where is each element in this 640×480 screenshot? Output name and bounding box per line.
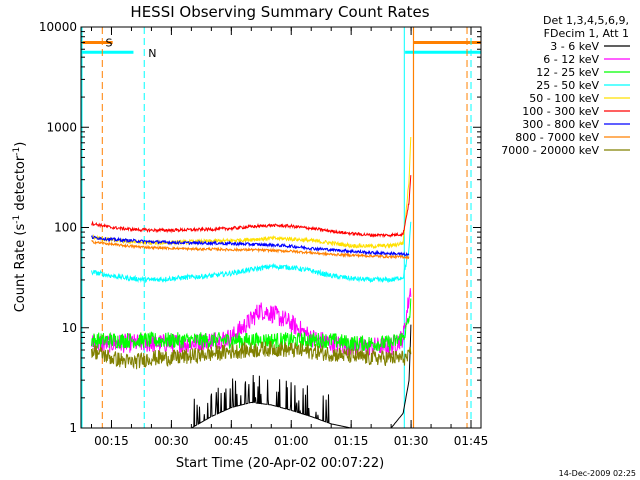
legend-entry-label: 12 - 25 keV bbox=[536, 66, 599, 79]
y-axis-label-part: Count Rate (s bbox=[13, 224, 28, 313]
legend-header: Det 1,3,4,5,6,9, bbox=[543, 14, 629, 27]
series-line-1 bbox=[191, 324, 412, 428]
y-axis-label-sup: -1 bbox=[12, 215, 22, 224]
x-axis: 00:15 00:30 00:45 01:00 01:15 01:30 01:45 bbox=[91, 27, 489, 448]
attenuator-label: S bbox=[105, 37, 112, 50]
chart-title: HESSI Observing Summary Count Rates bbox=[130, 3, 429, 21]
x-tick-label: 01:30 bbox=[394, 434, 429, 448]
legend-entry-label: 100 - 300 keV bbox=[522, 105, 599, 118]
saa-label: N bbox=[148, 47, 156, 60]
y-axis-label-sup: -1 bbox=[12, 147, 22, 156]
legend-entry-label: 25 - 50 keV bbox=[536, 79, 599, 92]
y-tick-label: 10000 bbox=[39, 20, 77, 34]
legend-entry-label: 6 - 12 keV bbox=[543, 53, 599, 66]
legend-header: FDecim 1, Att 1 bbox=[544, 27, 629, 40]
timestamp: 14-Dec-2009 02:25 bbox=[559, 469, 636, 478]
legend: Det 1,3,4,5,6,9,FDecim 1, Att 13 - 6 keV… bbox=[501, 14, 630, 157]
series-line-6 bbox=[91, 175, 412, 239]
series-line-5 bbox=[91, 136, 412, 250]
x-axis-label: Start Time (20-Apr-02 00:07:22) bbox=[176, 456, 384, 471]
plot-area: S N 1 10 100 1000 10000 00:15 00:30 00:45 01:00 01:… bbox=[39, 20, 488, 448]
legend-entry-label: 50 - 100 keV bbox=[529, 92, 599, 105]
x-tick-label: 01:15 bbox=[334, 434, 369, 448]
series-line-4 bbox=[91, 221, 412, 284]
legend-entry-label: 3 - 6 keV bbox=[550, 40, 599, 53]
x-tick-label: 00:30 bbox=[154, 434, 189, 448]
legend-entry-label: 300 - 800 keV bbox=[522, 118, 599, 131]
y-tick-label: 1 bbox=[69, 421, 77, 435]
y-axis: 1 10 100 1000 10000 bbox=[39, 20, 481, 435]
y-axis-label-part: ) bbox=[13, 142, 28, 147]
x-tick-label: 00:15 bbox=[94, 434, 129, 448]
series-line-8 bbox=[91, 239, 410, 261]
legend-entry-label: 800 - 7000 keV bbox=[515, 131, 599, 144]
y-axis-label-part: detector bbox=[13, 155, 28, 215]
x-tick-label: 01:00 bbox=[274, 434, 309, 448]
y-tick-label: 10 bbox=[62, 321, 77, 335]
x-tick-label: 00:45 bbox=[214, 434, 249, 448]
series-group bbox=[91, 136, 412, 428]
x-tick-label: 01:45 bbox=[454, 434, 489, 448]
legend-entry-label: 7000 - 20000 keV bbox=[501, 144, 599, 157]
series-line-7 bbox=[91, 234, 410, 258]
series-line-9 bbox=[91, 340, 412, 370]
y-tick-label: 100 bbox=[54, 221, 77, 235]
y-tick-label: 1000 bbox=[46, 120, 77, 134]
y-axis-label: Count Rate (s-1 detector-1) bbox=[12, 142, 28, 313]
